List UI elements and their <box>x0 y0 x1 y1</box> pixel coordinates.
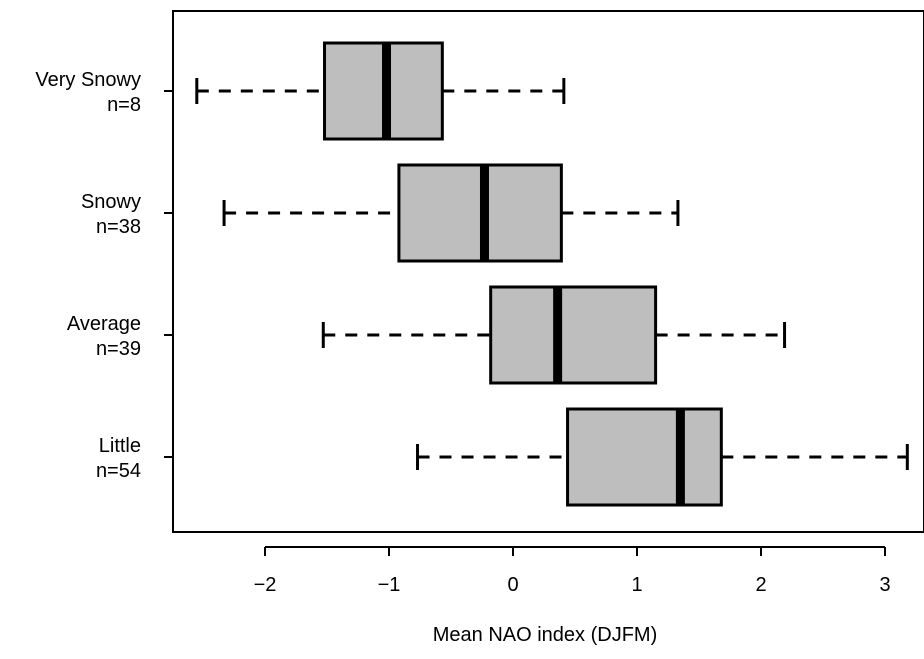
x-tick-label: −2 <box>254 574 277 596</box>
y-category-label: Snowy <box>81 191 141 213</box>
x-tick-label: −1 <box>378 574 401 596</box>
x-axis: −2 −1 0 1 2 3 <box>254 546 891 596</box>
y-category-count: n=39 <box>96 338 141 360</box>
box-0 <box>195 41 566 141</box>
y-axis: Very Snowy n=8 Snowy n=38 Average n=39 Little n… <box>35 69 173 482</box>
iqr-box <box>489 285 658 385</box>
plot-frame <box>172 10 924 533</box>
box-1 <box>222 163 680 263</box>
y-category-count: n=38 <box>96 216 141 238</box>
y-category-count: n=54 <box>96 460 141 482</box>
x-tick-label: 1 <box>631 574 642 596</box>
box-2 <box>321 285 787 385</box>
x-tick-label: 0 <box>507 574 518 596</box>
boxes-layer <box>195 41 909 507</box>
x-axis-title: Mean NAO index (DJFM) <box>433 624 658 646</box>
x-tick-label: 2 <box>755 574 766 596</box>
iqr-box <box>566 407 723 507</box>
x-tick-label: 3 <box>879 574 890 596</box>
y-category-label: Average <box>67 313 141 335</box>
box-3 <box>416 407 909 507</box>
y-category-label: Little <box>99 435 141 457</box>
y-category-count: n=8 <box>107 94 141 116</box>
y-category-label: Very Snowy <box>35 69 141 91</box>
